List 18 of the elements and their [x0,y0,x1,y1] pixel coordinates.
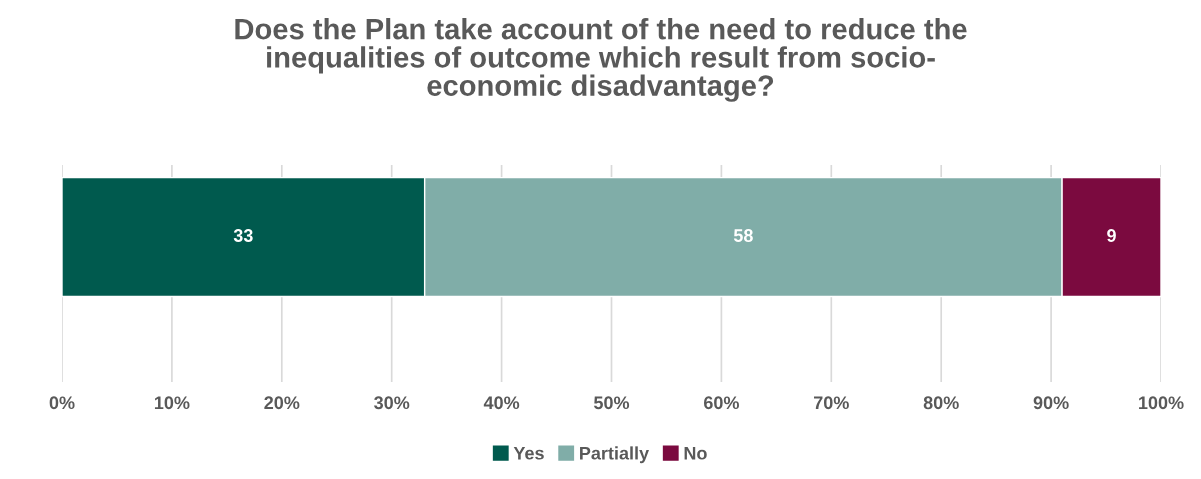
x-tick-label: 20% [264,396,300,410]
data-label: 9 [1107,229,1116,242]
x-tick-label: 90% [1033,396,1069,410]
x-tick-label: 40% [483,396,520,410]
x-tick-label: 30% [374,396,410,410]
x-tick-label: 0% [49,396,75,410]
legend-label: Yes [513,447,544,460]
data-label: 58 [733,229,753,242]
x-tick-label: 50% [593,396,630,410]
x-tick-label: 80% [923,396,959,410]
chart-title: Does the Plan take account of the need to reduce the inequalities of outcome which result from socio- economic disadvantage? [235,18,967,102]
x-tick-label: 100% [1139,396,1184,410]
data-label: 33 [233,229,253,242]
legend-label: Partially [580,446,649,464]
x-tick-label: 70% [814,396,849,410]
x-tick-label: 60% [703,396,739,410]
legend-label: No [684,447,707,460]
x-tick-label: 10% [154,396,190,410]
